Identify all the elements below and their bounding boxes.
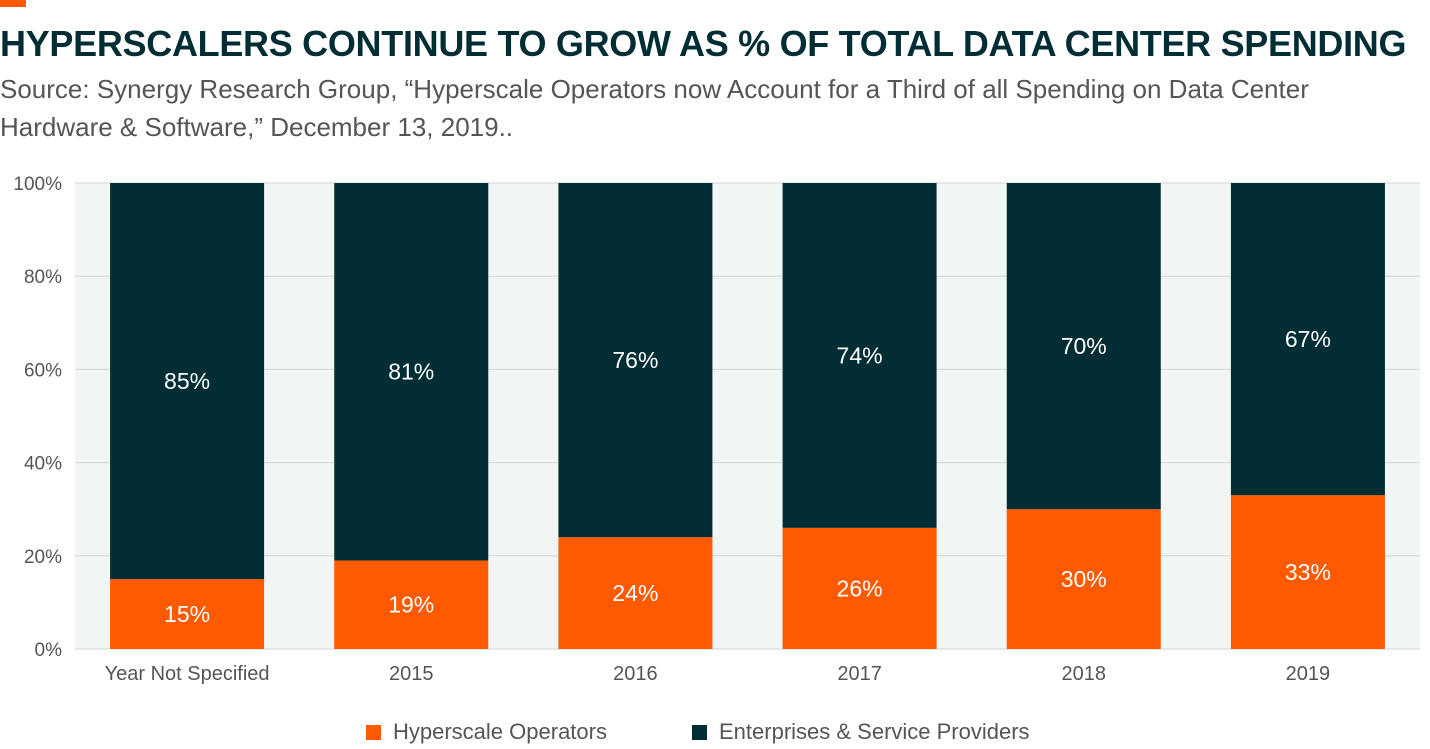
bar-enterprises-and-service-providers-2019 xyxy=(1230,183,1385,496)
x-tick-label-2016: 2016 xyxy=(613,663,658,685)
data-label-enterprises-and-service-providers-2016: 76% xyxy=(612,347,658,373)
y-tick-label-100: 100% xyxy=(13,174,62,195)
x-tick-label-2019: 2019 xyxy=(1286,663,1331,685)
data-label-enterprises-and-service-providers-year-not-specified: 85% xyxy=(164,368,210,394)
chart-subtitle-source: Source: Synergy Research Group, “Hypersc… xyxy=(0,74,1309,142)
bar-hyperscale-operators-2017 xyxy=(782,527,937,649)
data-label-hyperscale-operators-2019: 33% xyxy=(1285,559,1331,585)
data-label-hyperscale-operators-year-not-specified: 15% xyxy=(164,601,210,627)
data-label-hyperscale-operators-2015: 19% xyxy=(388,592,434,618)
y-tick-label-40: 40% xyxy=(24,454,62,475)
bar-hyperscale-operators-year-not-specified xyxy=(110,579,265,649)
x-tick-label-2015: 2015 xyxy=(389,663,434,685)
stacked-bar-chart: 0% 20% 40% 60% 80% 100% 15% 85% Year Not Specifi… xyxy=(13,174,1420,685)
legend-label-hyperscale-operators: Hyperscale Operators xyxy=(393,719,607,744)
bar-hyperscale-operators-2019 xyxy=(1230,495,1385,649)
data-label-hyperscale-operators-2018: 30% xyxy=(1061,566,1107,592)
data-label-enterprises-and-service-providers-2018: 70% xyxy=(1061,333,1107,359)
plot-background xyxy=(75,183,1420,649)
bar-enterprises-and-service-providers-2018 xyxy=(1006,183,1161,510)
bar-enterprises-and-service-providers-2016 xyxy=(558,183,713,538)
x-tick-label-2017: 2017 xyxy=(837,663,882,685)
bar-enterprises-and-service-providers-year-not-specified xyxy=(110,183,265,580)
y-tick-label-20: 20% xyxy=(24,547,62,568)
bar-hyperscale-operators-2015 xyxy=(334,560,489,649)
data-label-enterprises-and-service-providers-2017: 74% xyxy=(837,342,883,368)
chart-legend: Hyperscale Operators Enterprises & Servi… xyxy=(0,716,1430,748)
legend-swatch-hyperscale-operators xyxy=(366,724,381,740)
bar-hyperscale-operators-2016 xyxy=(558,537,713,649)
bar-hyperscale-operators-2018 xyxy=(1006,509,1161,649)
chart-title: HYPERSCALERS CONTINUE TO GROW AS % OF TO… xyxy=(0,23,1407,64)
y-tick-label-80: 80% xyxy=(24,267,62,288)
x-tick-label-year-not-specified: Year Not Specified xyxy=(105,663,270,685)
y-tick-label-60: 60% xyxy=(24,360,62,381)
data-label-hyperscale-operators-2016: 24% xyxy=(612,580,658,606)
bar-enterprises-and-service-providers-2015 xyxy=(334,183,489,561)
data-label-enterprises-and-service-providers-2019: 67% xyxy=(1285,326,1331,352)
title-accent-bar xyxy=(0,0,26,7)
bar-enterprises-and-service-providers-2017 xyxy=(782,183,937,528)
data-label-hyperscale-operators-2017: 26% xyxy=(837,575,883,601)
data-label-enterprises-and-service-providers-2015: 81% xyxy=(388,359,434,385)
x-tick-label-2018: 2018 xyxy=(1062,663,1107,685)
legend-swatch-enterprises-service-providers xyxy=(692,724,707,740)
legend-label-enterprises-service-providers: Enterprises & Service Providers xyxy=(719,719,1030,744)
y-tick-label-0: 0% xyxy=(35,640,63,661)
legend-item-enterprises-service-providers: Enterprises & Service Providers xyxy=(692,716,1030,748)
legend-item-hyperscale-operators: Hyperscale Operators xyxy=(366,716,607,748)
